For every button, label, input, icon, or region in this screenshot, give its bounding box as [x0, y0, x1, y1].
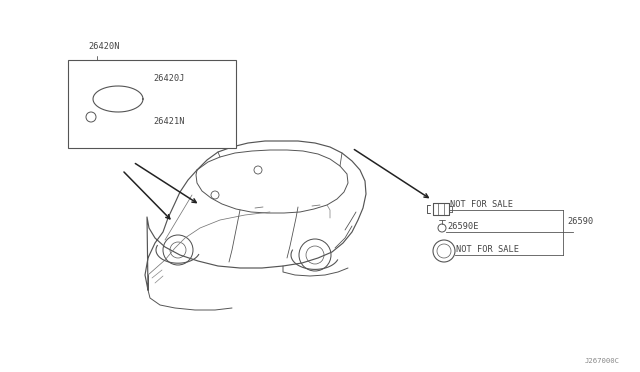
- Bar: [68, 60, 236, 148]
- Text: 26420N: 26420N: [88, 42, 120, 51]
- Text: J267000C: J267000C: [585, 358, 620, 364]
- Text: NOT FOR SALE: NOT FOR SALE: [450, 200, 513, 209]
- Text: NOT FOR SALE: NOT FOR SALE: [456, 245, 519, 254]
- Text: 26590E: 26590E: [447, 222, 479, 231]
- Text: 26590: 26590: [567, 217, 593, 225]
- Text: 26421N: 26421N: [153, 117, 184, 126]
- Text: 26420J: 26420J: [153, 74, 184, 83]
